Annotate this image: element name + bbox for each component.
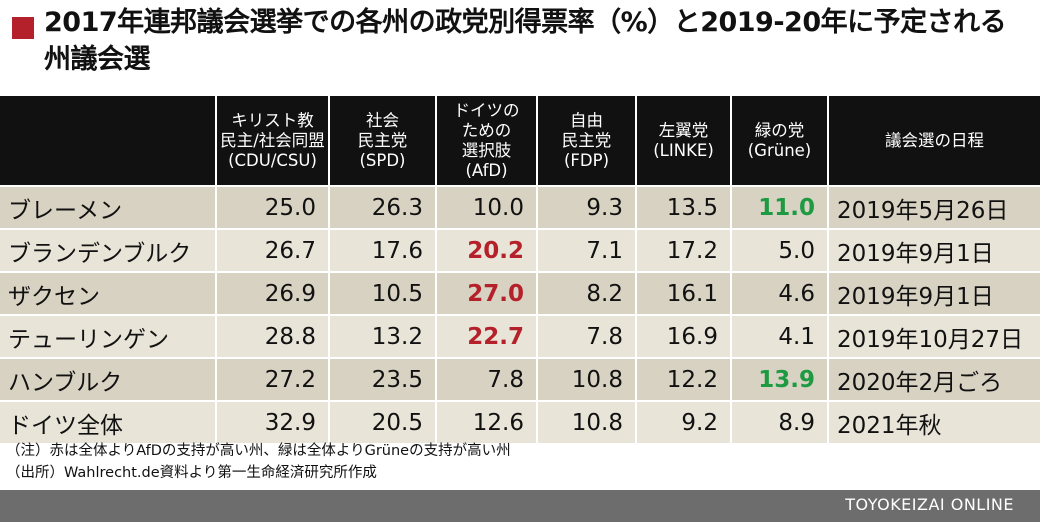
column-header-line: ドイツの <box>453 100 520 120</box>
vote-share-cell: 7.8 <box>436 357 538 401</box>
column-header-line: 自由 <box>570 110 603 130</box>
vote-share-cell: 12.6 <box>436 400 538 443</box>
vote-share-cell: 27.0 <box>436 271 538 315</box>
column-header-line: 民主党 <box>561 130 612 150</box>
column-header: 左翼党 (LINKE) <box>636 96 732 186</box>
table-row: テューリンゲン 28.8 13.2 22.7 7.8 16.9 4.1 2019年10月27日 <box>0 314 1040 358</box>
row-state-name: ザクセン <box>0 271 217 315</box>
column-header-line: (LINKE) <box>653 140 714 160</box>
vote-share-cell: 20.5 <box>329 400 437 443</box>
vote-share-cell: 17.6 <box>329 228 437 272</box>
column-header: 社会 民主党 (SPD) <box>329 96 437 186</box>
election-date-cell: 2019年5月26日 <box>828 185 1040 229</box>
election-date-cell: 2019年9月1日 <box>828 271 1040 315</box>
vote-share-cell: 13.2 <box>329 314 437 358</box>
vote-share-cell: 23.5 <box>329 357 437 401</box>
row-state-name: ハンブルク <box>0 357 217 401</box>
vote-share-cell: 26.3 <box>329 185 437 229</box>
vote-share-cell: 5.0 <box>731 228 829 272</box>
title-area: 2017年連邦議会選挙での各州の政党別得票率（%）と2019-20年に予定される… <box>10 4 1030 94</box>
table-row: ブランデンブルク 26.7 17.6 20.2 7.1 17.2 5.0 2019年9月1日 <box>0 228 1040 272</box>
results-table: キリスト教 民主/社会同盟 (CDU/CSU) 社会 民主党 (SPD) ドイツの ための 選択… <box>0 96 1040 443</box>
column-header-line: 緑の党 <box>754 120 805 140</box>
vote-share-cell: 25.0 <box>216 185 330 229</box>
vote-share-cell: 8.2 <box>537 271 637 315</box>
table-row: ハンブルク 27.2 23.5 7.8 10.8 12.2 13.9 2020年2月ごろ <box>0 357 1040 401</box>
vote-share-cell: 13.9 <box>731 357 829 401</box>
vote-share-cell: 32.9 <box>216 400 330 443</box>
table-row: ドイツ全体 32.9 20.5 12.6 10.8 9.2 8.9 2021年秋 <box>0 400 1040 443</box>
vote-share-cell: 28.8 <box>216 314 330 358</box>
vote-share-cell: 9.2 <box>636 400 732 443</box>
election-date-cell: 2020年2月ごろ <box>828 357 1040 401</box>
vote-share-cell: 17.2 <box>636 228 732 272</box>
vote-share-cell: 7.1 <box>537 228 637 272</box>
vote-share-cell: 16.9 <box>636 314 732 358</box>
vote-share-cell: 8.9 <box>731 400 829 443</box>
vote-share-cell: 20.2 <box>436 228 538 272</box>
election-date-cell: 2019年10月27日 <box>828 314 1040 358</box>
vote-share-cell: 11.0 <box>731 185 829 229</box>
notes: （注）赤は全体よりAfDの支持が高い州、緑は全体よりGrüneの支持が高い州 （… <box>6 440 511 484</box>
column-header-line: (AfD) <box>465 160 508 180</box>
election-date-cell: 2021年秋 <box>828 400 1040 443</box>
column-header-line: (FDP) <box>563 150 610 170</box>
column-header-line: 民主党 <box>357 130 408 150</box>
election-date-cell: 2019年9月1日 <box>828 228 1040 272</box>
row-state-name: ブランデンブルク <box>0 228 217 272</box>
vote-share-cell: 10.8 <box>537 400 637 443</box>
vote-share-cell: 12.2 <box>636 357 732 401</box>
column-header-line: (Grüne) <box>747 140 812 160</box>
vote-share-cell: 13.5 <box>636 185 732 229</box>
column-header: 緑の党 (Grüne) <box>731 96 829 186</box>
column-header-line: ための <box>461 120 512 140</box>
vote-share-cell: 22.7 <box>436 314 538 358</box>
column-header-line: 社会 <box>366 110 399 130</box>
column-header-line: 議会選の日程 <box>885 130 984 150</box>
header-corner <box>0 96 217 186</box>
vote-share-cell: 16.1 <box>636 271 732 315</box>
footer-bar: TOYOKEIZAI ONLINE <box>0 490 1040 522</box>
table-row: ブレーメン 25.0 26.3 10.0 9.3 13.5 11.0 2019年5月26日 <box>0 185 1040 229</box>
table-header-row: キリスト教 民主/社会同盟 (CDU/CSU) 社会 民主党 (SPD) ドイツの ための 選択… <box>0 96 1040 186</box>
vote-share-cell: 4.6 <box>731 271 829 315</box>
chart-title: 2017年連邦議会選挙での各州の政党別得票率（%）と2019-20年に予定される… <box>44 7 1007 75</box>
vote-share-cell: 7.8 <box>537 314 637 358</box>
vote-share-cell: 10.8 <box>537 357 637 401</box>
vote-share-cell: 26.7 <box>216 228 330 272</box>
title-marker-square <box>12 17 34 39</box>
table-body: ブレーメン 25.0 26.3 10.0 9.3 13.5 11.0 2019年5月26日 ブラ… <box>0 185 1040 443</box>
column-header: キリスト教 民主/社会同盟 (CDU/CSU) <box>216 96 330 186</box>
column-header: ドイツの ための 選択肢 (AfD) <box>436 96 538 186</box>
table-row: ザクセン 26.9 10.5 27.0 8.2 16.1 4.6 2019年9月1日 <box>0 271 1040 315</box>
note-color-legend: （注）赤は全体よりAfDの支持が高い州、緑は全体よりGrüneの支持が高い州 <box>6 443 511 459</box>
vote-share-cell: 26.9 <box>216 271 330 315</box>
column-header-line: 選択肢 <box>461 140 512 160</box>
column-header-line: キリスト教 <box>231 110 314 130</box>
column-header-line: (SPD) <box>359 150 406 170</box>
column-header-line: (CDU/CSU) <box>228 150 317 170</box>
vote-share-cell: 27.2 <box>216 357 330 401</box>
footer-brand: TOYOKEIZAI ONLINE <box>845 495 1014 514</box>
row-state-name: ドイツ全体 <box>0 400 217 443</box>
column-header-line: 左翼党 <box>658 120 709 140</box>
note-source: （出所）Wahlrecht.de資料より第一生命経済研究所作成 <box>6 465 377 481</box>
row-state-name: テューリンゲン <box>0 314 217 358</box>
vote-share-cell: 10.0 <box>436 185 538 229</box>
column-header-line: 民主/社会同盟 <box>220 130 325 150</box>
vote-share-cell: 4.1 <box>731 314 829 358</box>
row-state-name: ブレーメン <box>0 185 217 229</box>
column-header: 議会選の日程 <box>828 96 1040 186</box>
vote-share-cell: 9.3 <box>537 185 637 229</box>
column-header: 自由 民主党 (FDP) <box>537 96 637 186</box>
vote-share-cell: 10.5 <box>329 271 437 315</box>
